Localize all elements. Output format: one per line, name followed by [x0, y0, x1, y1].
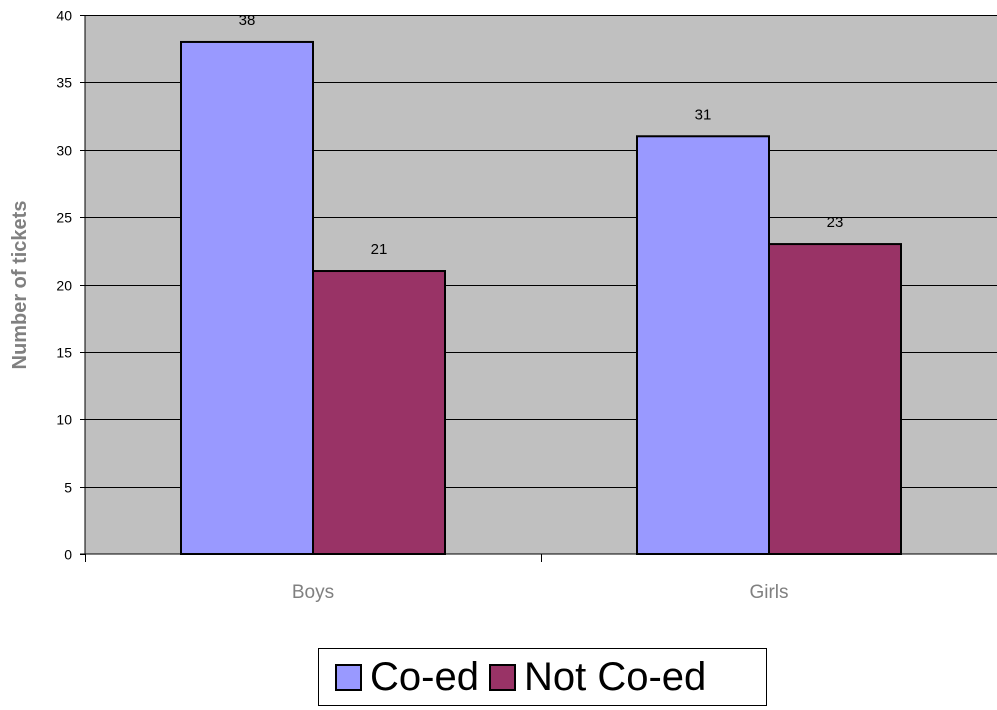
bar-co-ed-boys	[180, 40, 314, 555]
y-tick-label: 15	[56, 345, 72, 361]
category-labels: Boys Girls	[292, 582, 789, 603]
legend-item-co-ed: Co-ed	[335, 657, 479, 697]
data-label: 38	[239, 12, 256, 29]
data-label: 31	[695, 106, 712, 123]
x-category-label-boys: Boys	[292, 582, 334, 603]
legend-swatch-co-ed	[335, 663, 362, 691]
y-axis-title: Number of tickets	[9, 201, 31, 370]
y-tick-label: 5	[64, 480, 72, 496]
y-tick-label: 40	[56, 8, 72, 24]
data-label: 21	[371, 241, 388, 258]
y-tick-label: 35	[56, 75, 72, 91]
data-label: 23	[827, 214, 844, 231]
x-category-label-girls: Girls	[749, 582, 788, 603]
y-tick-label: 0	[64, 547, 72, 563]
y-tick-label: 25	[56, 210, 72, 226]
legend-item-not-co-ed: Not Co-ed	[488, 655, 707, 699]
bar-not-co-ed-boys	[312, 270, 446, 555]
y-tick-label: 30	[56, 143, 72, 159]
axes	[80, 15, 997, 555]
bar-co-ed-girls	[636, 135, 770, 555]
y-tick-label: 20	[56, 278, 72, 294]
bars	[180, 40, 902, 555]
data-labels: 38 21 31 23	[239, 12, 844, 258]
legend-label-co-ed: Co-ed	[370, 655, 479, 699]
y-ticks: 0 5 10 15 20 25 30 35 40	[56, 8, 542, 563]
legend-swatch-not-co-ed	[488, 663, 516, 691]
legend-label-not-co-ed: Not Co-ed	[523, 655, 707, 699]
y-tick-label: 10	[56, 412, 72, 428]
bar-not-co-ed-girls	[768, 243, 902, 555]
legend: Co-ed Not Co-ed	[318, 648, 767, 706]
